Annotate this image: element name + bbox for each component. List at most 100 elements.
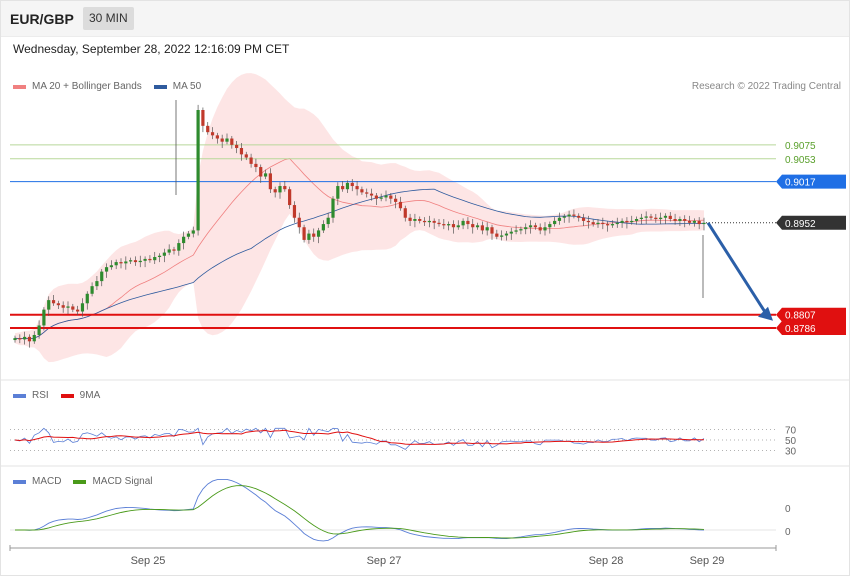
bollinger-band (15, 73, 704, 363)
candle-body (215, 135, 219, 139)
candle-body (606, 224, 610, 226)
timeframe-badge[interactable]: 30 MIN (83, 7, 134, 30)
candle-body (355, 186, 359, 190)
candle-body (90, 286, 94, 294)
price-tag (776, 321, 846, 335)
rsi-legend: RSI 9MA (13, 390, 112, 401)
candle-body (13, 338, 17, 341)
candle-body (495, 233, 499, 237)
rsi-tick-label: 30 (785, 447, 797, 458)
candle-body (697, 220, 701, 225)
candle-body (519, 229, 523, 231)
candle-body (504, 233, 509, 236)
candle-body (466, 220, 470, 225)
candle-body (51, 300, 56, 304)
candle-body (129, 260, 133, 262)
candle-body (206, 125, 210, 133)
candle-body (369, 193, 374, 196)
candle-body (95, 281, 99, 287)
ma50-swatch (153, 84, 167, 89)
candle-body (630, 220, 634, 223)
rsi-legend-label: RSI (32, 390, 49, 401)
macd-legend-label: MACD (32, 476, 62, 487)
candle-body (336, 186, 340, 199)
candle-body (66, 306, 70, 308)
candle-body (625, 220, 629, 223)
candle-body (586, 220, 590, 223)
candle-body (649, 216, 653, 218)
candle-body (437, 222, 441, 225)
price-tag-label: 0.9017 (785, 178, 816, 189)
candle-body (683, 219, 687, 221)
ma20-line (14, 158, 705, 340)
ma20-legend-label: MA 20 + Bollinger Bands (32, 81, 142, 92)
ma50-legend-label: MA 50 (172, 81, 202, 92)
candle-body (239, 148, 244, 155)
x-axis-label: Sep 27 (367, 555, 402, 567)
candle-body (254, 163, 258, 168)
candle-body (413, 219, 417, 221)
candle-body (408, 217, 412, 221)
candle-body (273, 189, 277, 193)
candle-body (384, 195, 388, 198)
candle-body (418, 219, 422, 221)
price-tag-label: 0.8952 (785, 219, 816, 230)
price-tag (776, 174, 846, 189)
macd-legend: MACD MACD Signal (13, 476, 164, 487)
candle-body (403, 208, 407, 218)
candle-body (432, 220, 436, 223)
rsi-line (14, 427, 705, 450)
candle-body (100, 271, 104, 282)
candle-body (177, 243, 181, 251)
candle-body (288, 189, 292, 206)
macd-tick-label: 0 (785, 504, 791, 515)
candle-body (162, 252, 166, 256)
candle-body (548, 224, 552, 228)
candle-body (37, 325, 41, 335)
candle-body (283, 186, 287, 190)
candle-body (422, 220, 427, 223)
rsi-tick-label: 50 (785, 436, 797, 447)
candle-body (514, 230, 518, 232)
candle-body (398, 201, 403, 209)
candle-body (538, 227, 542, 231)
candle-body (365, 192, 369, 194)
candle-body (581, 217, 586, 221)
candle-body (562, 216, 566, 218)
macd-signal-line (15, 485, 705, 539)
candle-body (109, 265, 113, 268)
candle-body (225, 138, 229, 142)
candle-body (235, 144, 239, 149)
candle-body (379, 197, 383, 199)
candle-body (456, 225, 460, 228)
candle-body (509, 231, 513, 234)
main-legend: MA 20 + Bollinger Bands MA 50 (13, 81, 213, 92)
candle-body (27, 336, 32, 342)
candle-body (596, 222, 600, 225)
level-label: 0.9075 (785, 141, 816, 152)
candle-body (480, 225, 484, 231)
candle-body (42, 309, 46, 326)
candle-body (557, 217, 562, 221)
candle-body (263, 173, 268, 177)
candle-body (278, 186, 282, 193)
candle-body (572, 214, 576, 216)
candle-body (644, 216, 648, 218)
candle-body (138, 260, 142, 263)
candle-body (191, 230, 195, 234)
candle-body (326, 217, 330, 225)
candle-body (259, 167, 263, 177)
price-tag (776, 307, 846, 322)
candle-body (23, 336, 27, 340)
candle-body (244, 154, 248, 158)
candle-body (553, 220, 557, 225)
candle-body (639, 217, 643, 219)
candle-body (687, 220, 692, 223)
candle-body (360, 189, 364, 193)
candle-body (124, 261, 128, 264)
candle-body (567, 214, 571, 217)
price-tag-label: 0.8807 (785, 311, 816, 322)
candle-body (47, 300, 51, 310)
candle-body (451, 224, 456, 228)
